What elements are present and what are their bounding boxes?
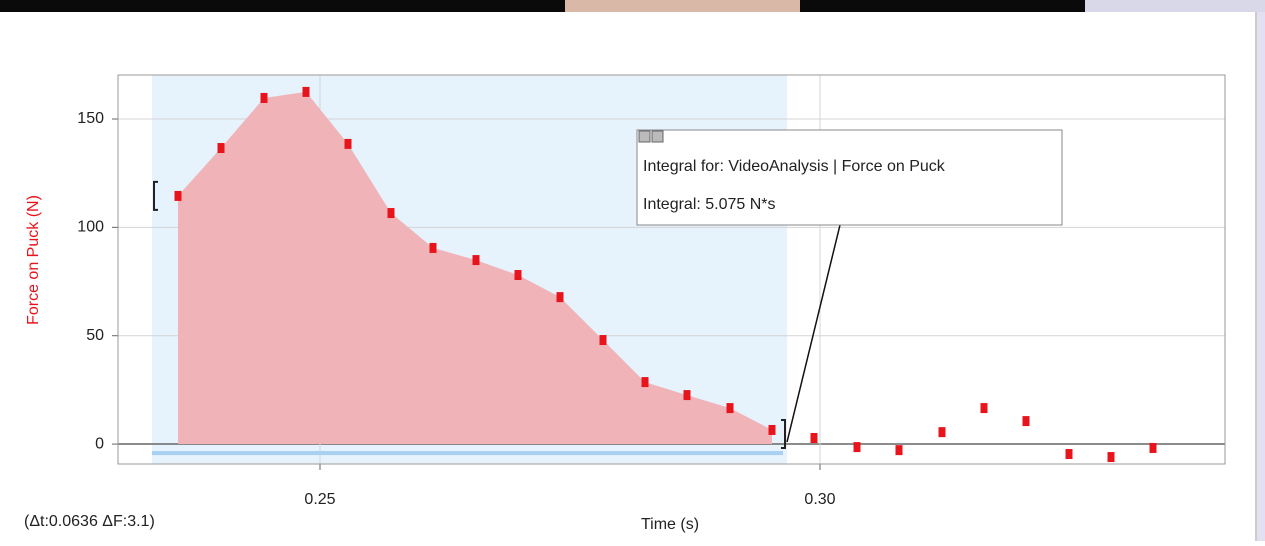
video-frame [565,0,800,12]
data-point [939,427,946,437]
data-point [557,292,564,302]
data-point [642,377,649,387]
x-tick-label: 0.30 [804,491,835,508]
page: 0 50 100 150 0.25 0.30 Integral for: VideoAnal… [0,0,1265,546]
data-point [175,191,182,201]
data-point [1108,452,1115,462]
data-point [388,208,395,218]
data-point [218,143,225,153]
data-point [303,87,310,97]
data-point [430,243,437,253]
annotation-close [639,131,650,142]
data-point [261,93,268,103]
chart: 0 50 100 150 0.25 0.30 Integral for: VideoAnal… [0,0,1265,541]
y-tick-label: 50 [86,327,104,344]
data-point [811,433,818,443]
x-tick-label: 0.25 [304,491,335,508]
data-point [345,139,352,149]
y-tick-label: 150 [77,110,104,127]
video-strip-end [1085,0,1265,12]
data-point [684,390,691,400]
data-point [854,442,861,452]
data-point [727,403,734,413]
video-strip [0,0,1085,12]
data-point [473,255,480,265]
data-point [1150,443,1157,453]
stats-label: (Δt:0.0636 ΔF:3.1) [24,513,155,530]
data-point [515,270,522,280]
y-axis-label: Force on Puck (N) [25,195,42,325]
annotation-text: Integral for: VideoAnalysis | Force on P… [643,158,946,175]
selection-bar [152,451,783,455]
data-point [981,403,988,413]
y-tick-label: 100 [77,219,104,236]
y-tick-label: 0 [95,435,104,452]
annotation-text: Integral: 5.075 N*s [643,196,776,213]
data-point [1066,449,1073,459]
data-point [896,445,903,455]
x-axis-label: Time (s) [641,516,699,533]
data-point [600,335,607,345]
data-point [769,425,776,435]
annotation-pin [652,131,663,142]
window-edge [1257,12,1265,541]
data-point [1023,416,1030,426]
